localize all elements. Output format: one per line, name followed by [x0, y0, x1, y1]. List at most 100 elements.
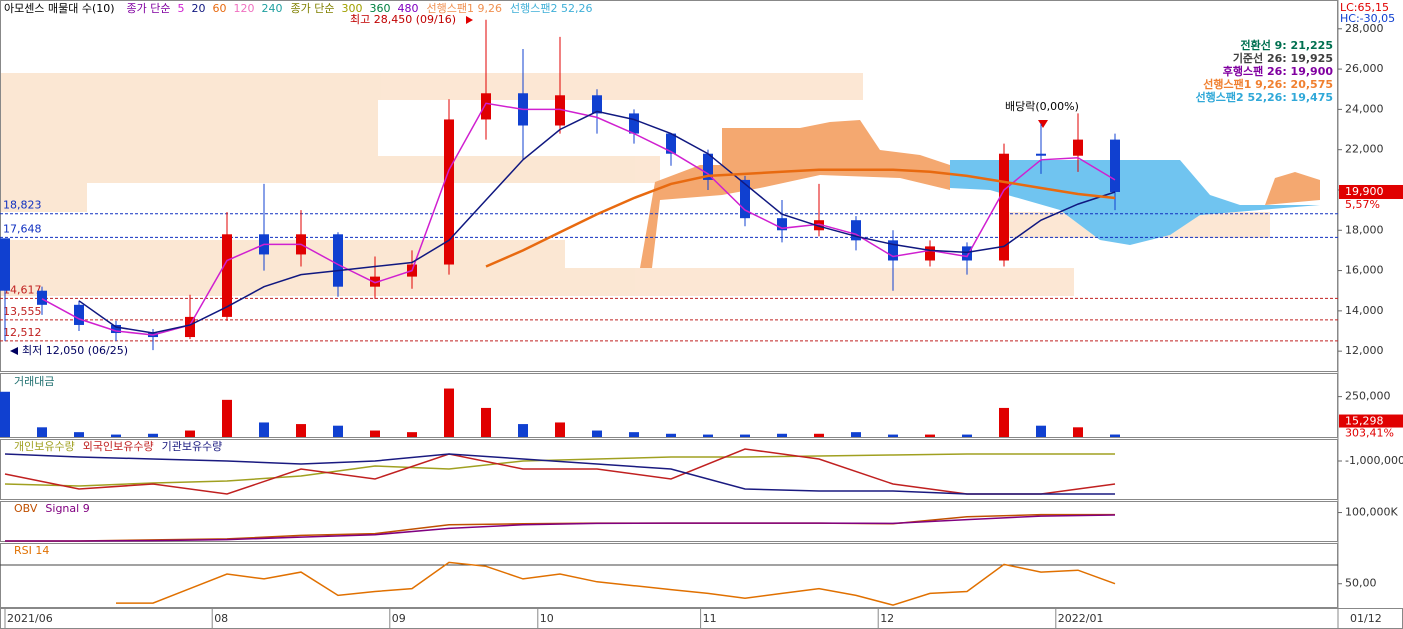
- candle-body: [999, 153, 1009, 261]
- x-tick-label: 09: [392, 612, 406, 625]
- y-tick-label: 250,000: [1345, 390, 1391, 403]
- volume-bar: [1110, 434, 1120, 437]
- indicator-title: 아모센스 매물대 수(10): [4, 2, 115, 15]
- low-arrow: [10, 347, 18, 355]
- volume-bar: [185, 430, 195, 437]
- candle-body: [222, 234, 232, 317]
- series-line: [4, 453, 1115, 495]
- candle-body: [888, 240, 898, 261]
- last-price-label: 19,900: [1345, 185, 1384, 198]
- panel-legend: RSI 14: [14, 544, 49, 557]
- volume-bar: [148, 433, 158, 437]
- candle-body: [592, 95, 602, 114]
- level-label: 12,512: [3, 326, 42, 339]
- y-tick-label: 50,00: [1345, 577, 1377, 590]
- panel-legend: 거래대금: [14, 375, 54, 388]
- volume-profile: [0, 73, 1270, 296]
- series-line: [485, 168, 1116, 268]
- volume-bar: [962, 434, 972, 437]
- cloud-bear-3: [1265, 172, 1320, 205]
- volume-bar: [407, 432, 417, 437]
- candle-body: [962, 246, 972, 261]
- ichimoku-value: 기준선 26: 19,925: [1233, 51, 1333, 65]
- legend-entry: RSI 14: [14, 544, 49, 557]
- legend-entry: 개인보유수량: [14, 440, 75, 453]
- ichimoku-value: 전환선 9: 21,225: [1240, 38, 1333, 52]
- series-line: [5, 514, 1116, 542]
- volume-bar: [259, 422, 269, 437]
- ma-legend: 300: [342, 2, 363, 15]
- candle-body: [1036, 153, 1046, 156]
- volume-bar: [1036, 425, 1046, 437]
- series-line: [4, 448, 1116, 495]
- level-label: 13,555: [3, 305, 42, 318]
- cloud-bull: [950, 160, 1320, 245]
- ichimoku-value: 후행스팬 26: 19,900: [1223, 64, 1334, 78]
- cloud-bear: [722, 120, 950, 195]
- ichimoku-value: 선행스팬1 9,26: 20,575: [1203, 77, 1333, 91]
- ichimoku-value: 선행스팬2 52,26: 19,475: [1196, 90, 1333, 104]
- annotation: 최저 12,050 (06/25): [22, 344, 128, 357]
- x-tick-label: 2021/06: [7, 612, 53, 625]
- x-tick-label: 2022/01: [1058, 612, 1104, 625]
- candle-body: [37, 290, 47, 305]
- candle-body: [370, 276, 380, 287]
- volume-bar: [851, 432, 861, 437]
- candle-body: [444, 119, 454, 265]
- candle-body: [703, 153, 713, 180]
- span-legend: 선행스팬2 52,26: [510, 2, 592, 15]
- date-label: 01/12: [1350, 612, 1382, 625]
- level-label: 14,617: [3, 283, 42, 296]
- volume-bar: [74, 432, 84, 437]
- volume-bar: [777, 433, 787, 437]
- volume-bar: [222, 399, 232, 437]
- volume-bar: [518, 424, 528, 437]
- ex-dividend-arrow: [1038, 120, 1048, 128]
- candle-body: [925, 246, 935, 261]
- volume-bar: [629, 432, 639, 437]
- volume-bar: [888, 434, 898, 437]
- volume-bar: [703, 434, 713, 437]
- panel-title: 거래대금: [14, 375, 54, 388]
- volume-bar: [370, 430, 380, 437]
- volume-bar: [999, 407, 1009, 437]
- last-price-tag: [1339, 184, 1403, 199]
- candle-body: [555, 95, 565, 126]
- candle-body: [74, 304, 84, 325]
- x-tick-label: 10: [540, 612, 554, 625]
- y-tick-label: -1,000,000: [1345, 454, 1403, 467]
- ma-label: 종가 단순: [291, 2, 335, 15]
- legend-entry: Signal 9: [45, 502, 89, 515]
- x-tick-label: 08: [214, 612, 228, 625]
- volume-bar: [666, 433, 676, 437]
- series-line: [78, 110, 1116, 334]
- ma-label: 종가 단순: [127, 2, 171, 15]
- legend-entry: OBV: [14, 502, 38, 515]
- x-tick-label: 11: [703, 612, 717, 625]
- y-tick-label: 12,000: [1345, 344, 1384, 357]
- x-tick-label: 12: [880, 612, 894, 625]
- series-line: [116, 561, 1116, 606]
- cloud-bear-2: [640, 165, 722, 268]
- span-legend: 선행스팬1 9,26: [427, 2, 502, 15]
- volume-bar: [592, 430, 602, 437]
- y-tick-label: 100,000K: [1345, 506, 1398, 519]
- annotation: 배당락(0,00%): [1005, 100, 1079, 113]
- ma-legend: 20: [192, 2, 206, 15]
- ma-legend: 120: [234, 2, 255, 15]
- annotation: 최고 28,450 (09/16): [350, 13, 456, 26]
- volume-bar: [814, 433, 824, 437]
- high-arrow: [466, 16, 473, 24]
- candle-body: [814, 220, 824, 231]
- candle-body: [1110, 139, 1120, 192]
- panel-legend: OBV Signal 9: [14, 502, 90, 515]
- y-tick-label: 16,000: [1345, 264, 1384, 277]
- legend-entry: 외국인보유수량: [83, 440, 154, 453]
- y-tick-label: 22,000: [1345, 143, 1384, 156]
- volume-bar: [296, 424, 306, 437]
- candle-body: [666, 133, 676, 154]
- volume-bar: [555, 422, 565, 437]
- volume-bar: [0, 391, 10, 437]
- change-label: 5,57%: [1345, 198, 1380, 211]
